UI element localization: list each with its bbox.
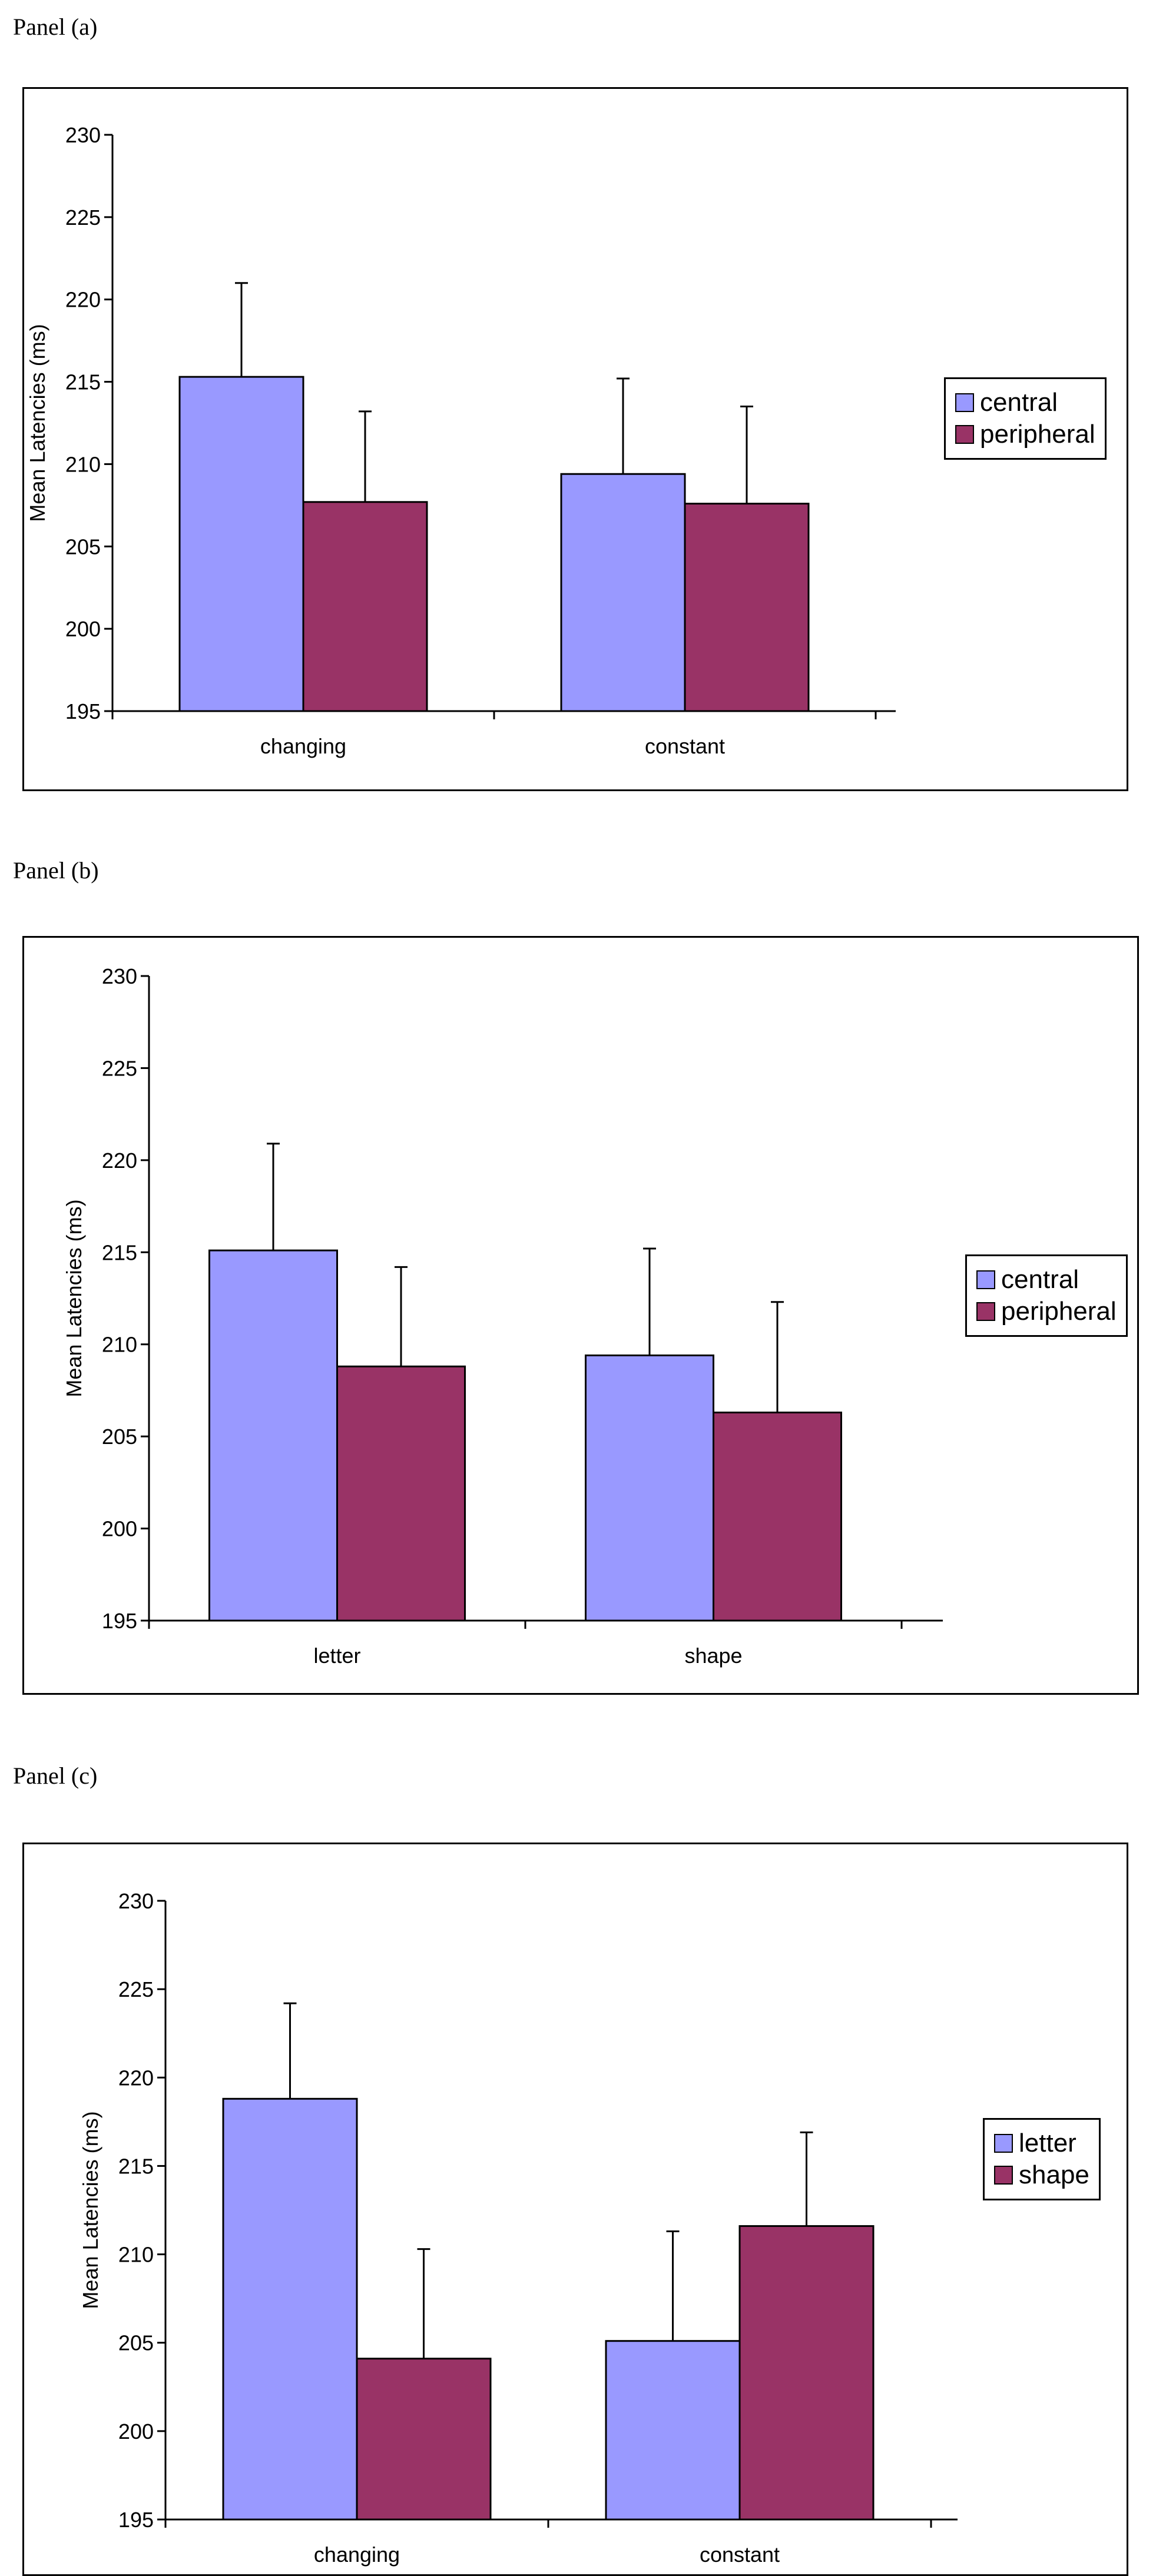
legend-swatch-shape: [994, 2166, 1013, 2185]
y-tick-label: 210: [102, 1333, 137, 1357]
y-tick-label: 210: [118, 2243, 154, 2267]
y-tick-label: 200: [102, 1517, 137, 1541]
legend-swatch-central: [955, 393, 974, 412]
y-tick-label: 215: [118, 2154, 154, 2178]
panel-caption-b: Panel (b): [13, 857, 99, 884]
y-tick-label: 230: [65, 123, 101, 147]
y-tick-label: 195: [118, 2508, 154, 2532]
legend-item-central: central: [955, 390, 1095, 416]
legend-item-letter: letter: [994, 2130, 1089, 2156]
bar-shape-changing: [356, 2358, 492, 2521]
y-tick-label: 225: [118, 1977, 154, 2001]
y-tick-label: 205: [102, 1425, 137, 1449]
bar-central-changing: [178, 376, 304, 712]
bar-peripheral-constant: [684, 503, 810, 712]
y-tick-label: 230: [118, 1889, 154, 1913]
legend-label-letter: letter: [1019, 2129, 1076, 2157]
chart-frame-b: 195 200 205 210 215 220 225 230 Mean Latencies (…: [22, 936, 1139, 1695]
y-tick-label: 225: [102, 1056, 137, 1080]
bar-peripheral-changing: [302, 501, 428, 712]
y-axis-label: Mean Latencies (ms): [62, 1199, 86, 1397]
bar-peripheral-shape: [713, 1411, 842, 1622]
x-tick-label-letter: letter: [313, 1644, 360, 1668]
bar-letter-changing: [222, 2097, 358, 2521]
legend-a: central peripheral: [944, 377, 1107, 460]
panel-caption-c: Panel (c): [13, 1762, 98, 1789]
legend-c: letter shape: [983, 2118, 1101, 2200]
y-tick-label: 195: [65, 699, 101, 723]
legend-label-shape: shape: [1019, 2160, 1089, 2189]
bar-central-shape: [585, 1354, 714, 1622]
legend-swatch-peripheral: [976, 1302, 995, 1321]
chart-frame-c: 195 200 205 210 215 220 225 230 Mean Latencies (…: [22, 1843, 1128, 2576]
legend-swatch-letter: [994, 2134, 1013, 2153]
x-tick-label-changing: changing: [314, 2542, 400, 2567]
y-tick-label: 215: [102, 1240, 137, 1264]
y-tick-label: 220: [65, 288, 101, 312]
y-axis-label: Mean Latencies (ms): [78, 2111, 102, 2309]
bar-central-letter: [208, 1249, 338, 1622]
legend-item-peripheral: peripheral: [976, 1299, 1117, 1324]
chart-svg-b: 195 200 205 210 215 220 225 230 Mean Latencies (…: [62, 964, 943, 1668]
panel-caption-a: Panel (a): [13, 14, 98, 40]
legend-label-peripheral: peripheral: [980, 420, 1095, 449]
x-tick-label-constant: constant: [700, 2542, 780, 2567]
y-tick-label: 210: [65, 452, 101, 476]
y-axis-label: Mean Latencies (ms): [25, 324, 49, 522]
y-tick-label: 195: [102, 1609, 137, 1633]
legend-swatch-central: [976, 1270, 995, 1289]
legend-item-central: central: [976, 1267, 1117, 1293]
y-tick-label: 225: [65, 205, 101, 230]
bar-shape-constant: [738, 2225, 875, 2521]
y-tick-label: 230: [102, 964, 137, 988]
legend-item-shape: shape: [994, 2162, 1089, 2188]
y-tick-label: 200: [65, 617, 101, 641]
legend-label-central: central: [980, 388, 1058, 417]
legend-item-peripheral: peripheral: [955, 421, 1095, 447]
x-tick-label-changing: changing: [260, 734, 346, 758]
y-tick-label: 205: [65, 535, 101, 559]
legend-swatch-peripheral: [955, 425, 974, 444]
chart-svg-a: 195 200 205 210 215 220 225 230 Mean Latencies (…: [25, 123, 896, 758]
y-tick-label: 205: [118, 2331, 154, 2355]
legend-label-central: central: [1001, 1265, 1079, 1294]
x-tick-label-constant: constant: [645, 734, 725, 758]
y-tick-label: 220: [102, 1148, 137, 1173]
y-tick-label: 200: [118, 2419, 154, 2444]
legend-label-peripheral: peripheral: [1001, 1297, 1117, 1326]
x-tick-label-shape: shape: [684, 1644, 742, 1668]
bar-letter-constant: [605, 2340, 741, 2521]
chart-svg-c: 195 200 205 210 215 220 225 230 Mean Latencies (…: [78, 1889, 958, 2567]
y-tick-label: 215: [65, 370, 101, 394]
bar-peripheral-letter: [336, 1365, 466, 1622]
bar-central-constant: [560, 473, 686, 712]
legend-b: central peripheral: [965, 1254, 1128, 1337]
y-tick-label: 220: [118, 2066, 154, 2090]
chart-frame-a: 195 200 205 210 215 220 225 230 Mean Latencies (…: [22, 87, 1128, 791]
